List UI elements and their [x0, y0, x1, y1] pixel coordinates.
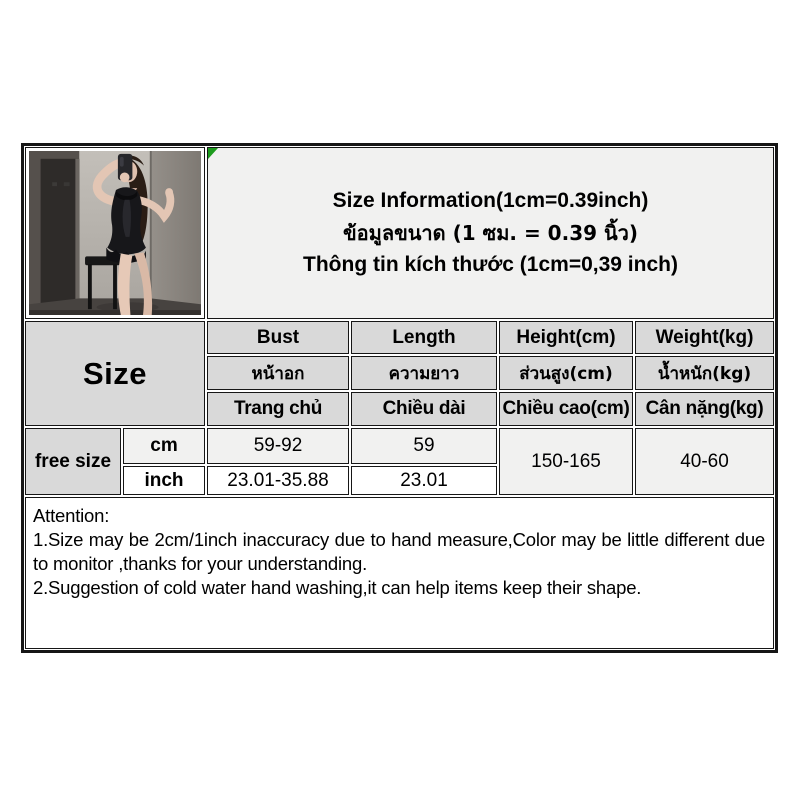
unit-inch: inch: [123, 466, 205, 495]
header-bust-vi: Trang chủ: [207, 392, 349, 426]
header-height-vi: Chiều cao(cm): [499, 392, 633, 426]
title-vietnamese: Thông tin kích thước (1cm=0,39 inch): [303, 253, 678, 276]
value-weight: 40-60: [635, 428, 774, 495]
value-length-inch: 23.01: [351, 466, 497, 495]
header-height-en: Height(cm): [499, 321, 633, 354]
title-cell: Size Information(1cm=0.39inch) ข้อมูลขนา…: [207, 147, 774, 319]
header-weight-en: Weight(kg): [635, 321, 774, 354]
title-english: Size Information(1cm=0.39inch): [332, 189, 649, 212]
green-corner-icon: [208, 148, 218, 159]
product-photo: [25, 147, 205, 319]
value-length-cm: 59: [351, 428, 497, 464]
attention-note-1: 1.Size may be 2cm/1inch inaccuracy due t…: [33, 529, 765, 574]
size-corner-label: Size: [25, 321, 205, 426]
row-label-free-size: free size: [25, 428, 121, 495]
product-photo-illustration: [29, 151, 201, 315]
attention-notes: Attention: 1.Size may be 2cm/1inch inacc…: [25, 497, 774, 649]
value-bust-inch: 23.01-35.88: [207, 466, 349, 495]
value-bust-cm: 59-92: [207, 428, 349, 464]
header-length-th: ความยาว: [351, 356, 497, 390]
header-weight-vi: Cân nặng(kg): [635, 392, 774, 426]
attention-note-2: 2.Suggestion of cold water hand washing,…: [33, 577, 642, 598]
header-bust-th: หน้าอก: [207, 356, 349, 390]
value-height: 150-165: [499, 428, 633, 495]
header-height-th: ส่วนสูง(cm): [499, 356, 633, 390]
header-bust-en: Bust: [207, 321, 349, 354]
header-length-en: Length: [351, 321, 497, 354]
title-thai: ข้อมูลขนาด (1 ซม. = 0.39 นิ้ว): [342, 221, 639, 245]
attention-heading: Attention:: [33, 505, 110, 526]
header-length-vi: Chiều dài: [351, 392, 497, 426]
unit-cm: cm: [123, 428, 205, 464]
size-info-table: Size Information(1cm=0.39inch) ข้อมูลขนา…: [21, 143, 778, 653]
header-weight-th: น้ำหนัก(kg): [635, 356, 774, 390]
